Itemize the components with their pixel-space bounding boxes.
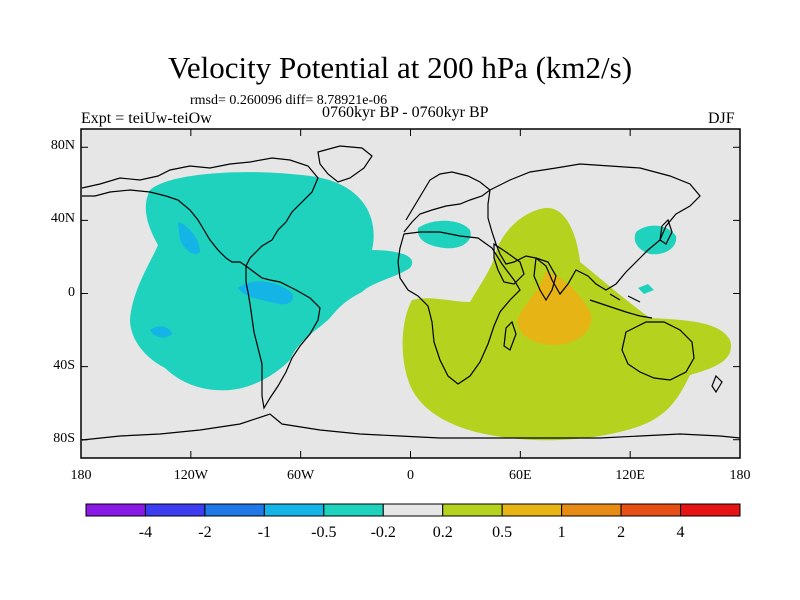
negative-patch-2 [238,281,294,305]
negative-anomaly-region [130,172,413,391]
axis-ticks [80,129,741,458]
colorbar-label: 2 [617,524,626,541]
colorbar-label: -4 [138,524,153,541]
colorbar-swatch [501,503,563,517]
coastline-europe [403,171,491,233]
period-label: 0760kyr BP - 0760kyr BP [322,104,489,121]
lat-tick-label: 80N [50,138,75,154]
colorbar-label: 1 [557,524,566,541]
stats-text: rmsd= 0.260096 diff= 8.78921e-06 [190,93,388,108]
coastline-africa [397,231,521,385]
lat-tick-label: 40N [50,211,75,227]
coastline-asia [487,163,701,296]
negative-patch-maritime [638,284,654,294]
experiment-label: Expt = teiUw-teiOw [81,110,212,127]
lat-tick-label: 80S [53,430,75,446]
colorbar-swatch [442,503,503,517]
colorbar-swatch [144,503,206,517]
coastline-greenland [317,145,373,183]
colorbar-label: 4 [676,524,685,541]
coastline-indonesia [589,293,653,319]
lon-tick-label: 180 [70,468,92,483]
lon-tick-label: 60E [509,468,532,483]
lon-tick-label: 120W [173,468,208,483]
lon-tick-label: 180 [729,468,751,483]
lat-tick-label: 40S [53,357,75,373]
coastline-australia [621,321,695,381]
negative-patch-3 [150,326,172,338]
colorbar-swatch [680,503,741,517]
colorbar-label: -0.5 [311,524,337,541]
colorbar-label: 0.5 [492,524,513,541]
negative-patch-east-asia [634,225,677,255]
coastlines [81,145,740,441]
lon-tick-label: 120E [615,468,645,483]
colorbar-swatch [85,503,146,517]
coastline-arabia [493,242,525,285]
colorbar-swatch [561,503,622,517]
colorbar-swatch [382,503,444,517]
coastline-japan [659,218,673,245]
colorbar-swatch [263,503,325,517]
positive-patch-strong [517,272,592,345]
lon-tick-label: 0 [407,468,414,483]
lon-tick-label: 60W [287,468,315,483]
coastline-india [533,257,557,302]
negative-patch-1 [178,222,200,255]
coastline-madagascar [503,320,517,351]
coastline-north-america [81,157,319,267]
coastline-new-zealand [711,374,723,394]
negative-patch-mediterranean [417,220,471,249]
colorbar-label: -1 [257,524,272,541]
coastline-south-america [245,264,321,410]
season-label: DJF [708,110,735,127]
map-title: Velocity Potential at 200 hPa (km2/s) [167,50,633,85]
colorbar-swatch [620,503,682,517]
coastline-antarctica [81,413,740,441]
colorbar [85,503,741,517]
colorbar-swatch [323,503,384,517]
colorbar-swatch [204,503,265,517]
colorbar-label: -0.2 [370,524,396,541]
colorbar-label: -2 [198,524,212,541]
colorbar-label: 0.2 [432,524,453,541]
lat-tick-label: 0 [68,284,75,300]
